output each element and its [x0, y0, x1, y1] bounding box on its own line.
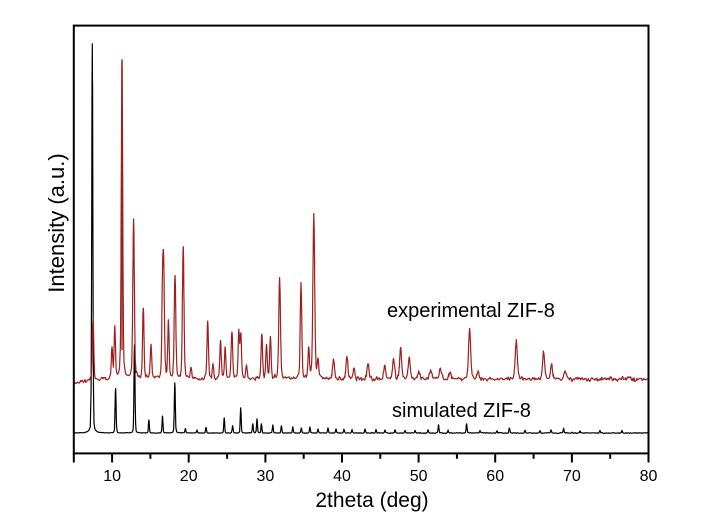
- svg-text:simulated ZIF-8: simulated ZIF-8: [392, 400, 531, 422]
- svg-text:70: 70: [563, 468, 581, 485]
- svg-text:40: 40: [333, 468, 351, 485]
- svg-text:80: 80: [640, 468, 658, 485]
- svg-text:Intensity (a.u.): Intensity (a.u.): [44, 153, 69, 292]
- svg-text:20: 20: [180, 468, 198, 485]
- svg-text:2theta (deg): 2theta (deg): [315, 489, 428, 512]
- svg-text:60: 60: [486, 468, 504, 485]
- svg-text:10: 10: [103, 468, 121, 485]
- svg-text:experimental ZIF-8: experimental ZIF-8: [387, 300, 555, 322]
- svg-text:30: 30: [257, 468, 275, 485]
- svg-text:50: 50: [410, 468, 428, 485]
